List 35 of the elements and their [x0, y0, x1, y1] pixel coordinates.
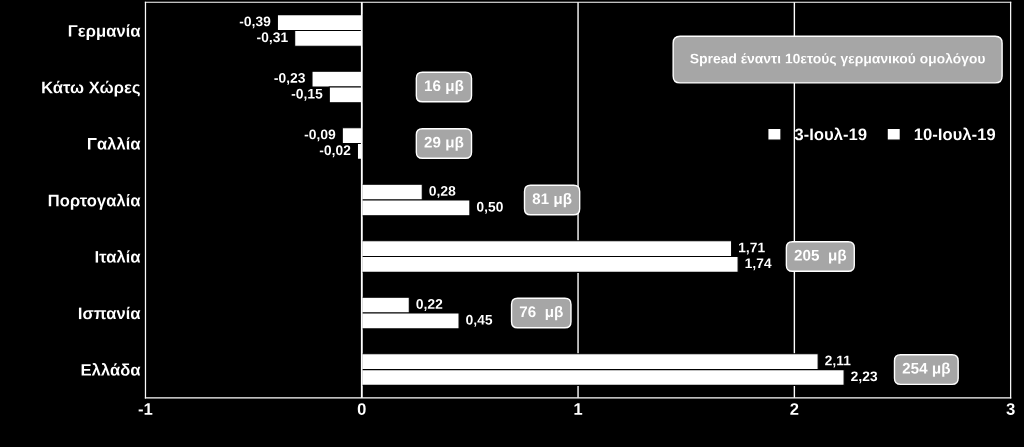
data-label: -0,31 [257, 32, 288, 45]
data-label: 0,50 [476, 201, 503, 214]
data-label: -0,15 [291, 88, 323, 101]
y-tick-label: Κάτω Χώρες [42, 80, 140, 97]
data-label: 0,45 [466, 314, 493, 327]
annotation: 16 μβ [424, 79, 464, 95]
legend-label: 10-Ιουλ-19 [914, 127, 996, 141]
y-tick-label: Πορτογαλία [48, 193, 141, 210]
data-label: 1,71 [739, 242, 765, 255]
y-tick-label: Ιταλία [95, 250, 141, 263]
y-tick-label: Γερμανία [68, 24, 141, 41]
data-label: -0,23 [274, 72, 305, 85]
data-label: 0,22 [416, 299, 443, 311]
annotation: 76 μβ [519, 305, 563, 321]
data-label: -0,02 [319, 145, 351, 158]
data-label: 1,74 [745, 258, 772, 271]
data-label: -0,39 [239, 16, 271, 29]
data-label: 2,23 [851, 371, 878, 384]
annotation: 254 μβ [902, 362, 951, 377]
y-tick-label: Ελλάδα [81, 363, 141, 376]
x-tick-label: 1 [574, 403, 583, 415]
y-tick-label: Ισπανία [78, 306, 141, 320]
data-label: 2,11 [825, 355, 851, 368]
y-tick-label: Γαλλία [87, 137, 141, 150]
x-tick-label: 3 [1006, 403, 1015, 415]
data-label: -0,09 [304, 129, 336, 142]
legend-label: 3-Ιουλ-19 [794, 127, 867, 141]
annotation: 29 μβ [424, 136, 464, 151]
x-tick-label: 2 [790, 403, 799, 415]
annotation: Spread έναντι 10ετούς γερμανικού ομολόγου [690, 52, 985, 67]
x-tick-label: -1 [138, 403, 153, 415]
x-tick-label: 0 [357, 403, 366, 415]
annotation: 205 μβ [794, 249, 847, 264]
data-label: 0,28 [429, 186, 456, 198]
annotation: 81 μβ [532, 192, 572, 208]
